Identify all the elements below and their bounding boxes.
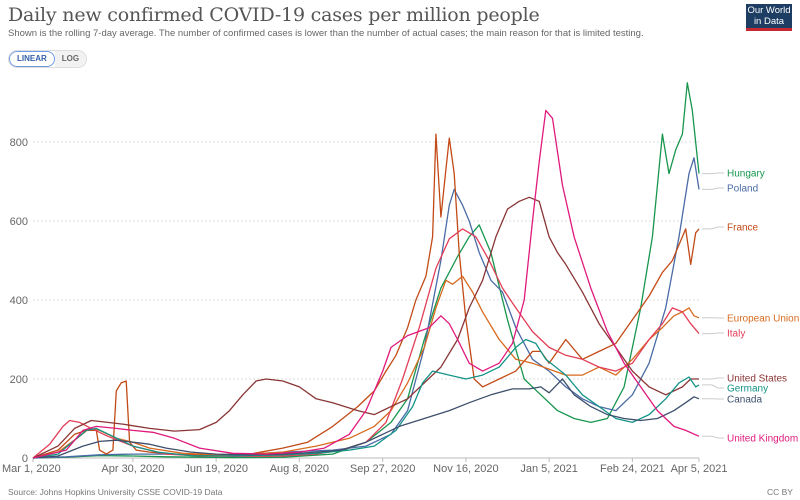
label-leader (702, 226, 724, 230)
label-leader (702, 384, 724, 389)
x-tick-label: Nov 16, 2020 (433, 463, 498, 475)
series-label[interactable]: Poland (727, 184, 758, 195)
series-line-united-states[interactable] (32, 196, 699, 459)
series-line-european-union[interactable] (32, 275, 700, 459)
chart-title: Daily new confirmed COVID-19 cases per m… (8, 4, 540, 26)
y-axis: 0 200 400 600 800 (10, 137, 28, 465)
y-tick-label: 600 (10, 216, 28, 228)
owid-logo[interactable]: Our World in Data (746, 4, 792, 31)
source-note[interactable]: Source: Johns Hopkins University CSSE CO… (8, 487, 223, 497)
license-link[interactable]: CC BY (767, 487, 793, 497)
label-leader (702, 435, 724, 439)
series-labels: Hungary Poland France European Union Italy Un… (702, 169, 799, 445)
series-label[interactable]: Italy (727, 329, 745, 340)
logo-line1: Our World (747, 5, 791, 16)
series-label[interactable]: United States (727, 374, 787, 385)
y-tick-label: 0 (22, 453, 28, 465)
series-lines (32, 82, 700, 459)
x-tick-label: Jun 19, 2020 (184, 463, 248, 475)
x-tick-label: Apr 30, 2020 (101, 463, 164, 475)
x-tick-label: Mar 1, 2020 (2, 463, 61, 475)
label-leader (702, 377, 724, 380)
series-line-canada[interactable] (32, 378, 700, 459)
series-line-united-kingdom[interactable] (32, 109, 700, 459)
line-chart: 0 200 400 600 800 Mar 1, 2020 Apr 30, 2020 Jun… (2, 82, 799, 475)
series-label[interactable]: Germany (727, 384, 768, 395)
chart-subtitle: Shown is the rolling 7-day average. The … (8, 28, 644, 39)
series-line-hungary[interactable] (32, 82, 700, 459)
x-tick-label: Apr 5, 2021 (671, 463, 728, 475)
series-line-france[interactable] (32, 133, 700, 459)
series-label[interactable]: Hungary (727, 169, 765, 180)
y-tick-label: 200 (10, 374, 28, 386)
series-line-italy[interactable] (32, 228, 700, 459)
gridlines (33, 141, 699, 459)
logo-line2: in Data (753, 15, 785, 27)
series-label[interactable]: France (727, 223, 759, 234)
x-tick-label: Feb 24, 2021 (600, 463, 665, 475)
x-axis: Mar 1, 2020 Apr 30, 2020 Jun 19, 2020 Aug 8… (2, 458, 727, 475)
x-tick-label: Jan 5, 2021 (520, 463, 578, 475)
y-tick-label: 400 (10, 295, 28, 307)
label-leader (702, 332, 724, 335)
y-tick-label: 800 (10, 137, 28, 149)
x-tick-label: Aug 8, 2020 (270, 463, 329, 475)
scale-toggle: LINEAR LOG (8, 50, 88, 68)
linear-button[interactable]: LINEAR (9, 51, 55, 67)
series-line-germany[interactable] (32, 338, 700, 459)
series-label[interactable]: United Kingdom (727, 434, 798, 445)
series-label[interactable]: European Union (727, 314, 799, 325)
label-leader (702, 187, 724, 190)
x-tick-label: Sep 27, 2020 (350, 463, 415, 475)
series-label[interactable]: Canada (727, 395, 762, 406)
label-leader (702, 172, 724, 175)
log-button[interactable]: LOG (54, 51, 87, 67)
